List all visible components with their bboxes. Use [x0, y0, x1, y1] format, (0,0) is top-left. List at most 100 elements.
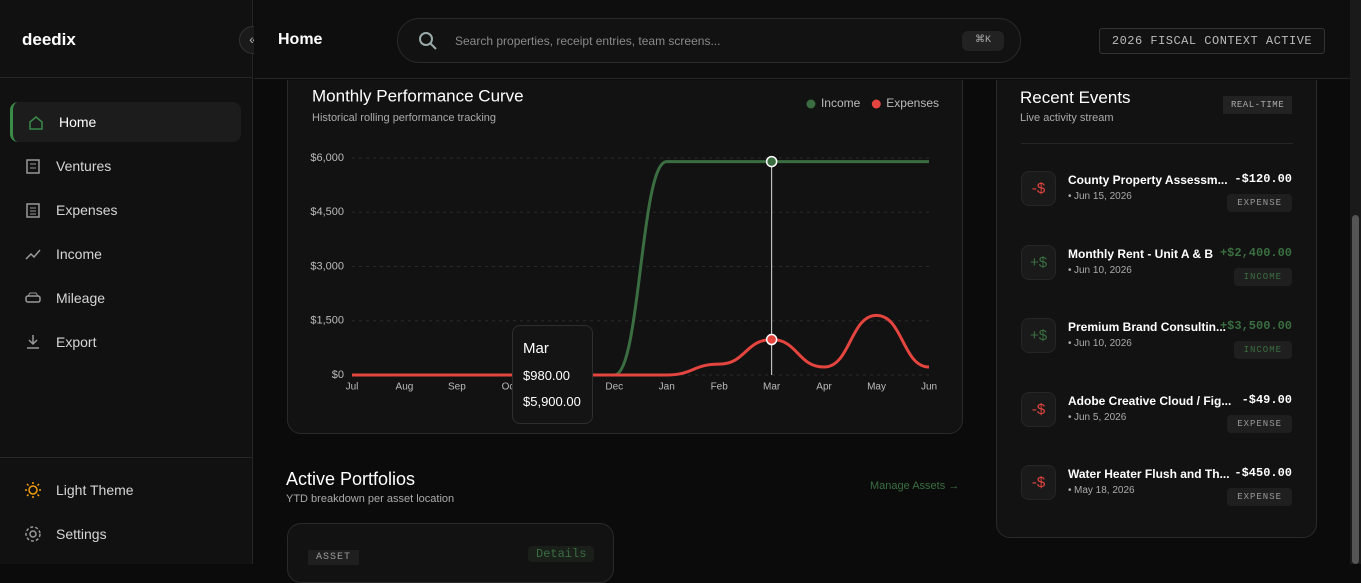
section-title: Active Portfolios — [286, 469, 416, 489]
tooltip-title: Mar — [523, 340, 549, 357]
nav-label: Light Theme — [56, 482, 134, 498]
event-amount: -$49.00 — [1241, 392, 1292, 407]
event-date: Jun 10, 2026 — [1074, 338, 1132, 349]
nav-icon — [25, 292, 41, 303]
tooltip-line: $5,900.00 — [523, 394, 581, 409]
x-tick-label: Jun — [921, 382, 937, 393]
search-icon — [419, 32, 437, 50]
header: Home Search properties, receipt entries,… — [254, 0, 1350, 79]
details-button[interactable]: Details — [528, 546, 595, 562]
nav-label: Mileage — [56, 290, 106, 306]
y-tick-label: $3,000 — [310, 260, 344, 272]
legend-dot — [871, 99, 881, 109]
section-subtitle: YTD breakdown per asset location — [286, 493, 455, 505]
x-tick-label: Mar — [763, 382, 781, 393]
context-badge: 2026 FISCAL CONTEXT ACTIVE — [1099, 28, 1325, 54]
x-tick-label: Jul — [346, 382, 359, 393]
nav-label: Income — [56, 246, 102, 262]
x-tick-label: Sep — [448, 382, 466, 393]
event-tag: INCOME — [1233, 267, 1292, 286]
nav-icon — [29, 116, 43, 130]
nav-icon — [25, 482, 41, 498]
nav-icon — [26, 203, 40, 218]
search-bar[interactable]: Search properties, receipt entries, team… — [397, 18, 1021, 63]
chart-title: Monthly Performance Curve — [312, 86, 524, 105]
nav-icon — [25, 526, 41, 542]
event-title: Adobe Creative Cloud / Fig... — [1068, 393, 1232, 408]
event-date: Jun 10, 2026 — [1074, 264, 1132, 276]
event-date: Jun 15, 2026 — [1074, 191, 1132, 202]
event-icon: -$ — [1021, 465, 1056, 500]
nav-item[interactable]: Expenses — [10, 190, 241, 230]
events-card: Recent Events Live activity stream REAL-… — [996, 80, 1317, 538]
events-title: Recent Events — [1020, 88, 1131, 107]
nav-item[interactable]: Light Theme — [10, 470, 241, 510]
search-placeholder: Search properties, receipt entries, team… — [455, 34, 721, 48]
legend-label: Income — [821, 96, 861, 110]
event-amount: +$2,400.00 — [1219, 245, 1292, 260]
bullet: • — [1068, 264, 1072, 276]
nav-icon — [26, 159, 40, 174]
tooltip: Mar $980.00 $5,900.00 — [512, 325, 593, 424]
x-tick-label: Oct — [502, 382, 518, 393]
scroll-thumb[interactable] — [1352, 215, 1359, 564]
event-icon: +$ — [1021, 318, 1056, 353]
nav-item[interactable]: Settings — [10, 514, 241, 554]
event-title: Monthly Rent - Unit A & B — [1068, 246, 1214, 261]
event-tag: EXPENSE — [1227, 414, 1292, 433]
series-line — [352, 313, 930, 377]
nav-icon — [25, 249, 41, 260]
event-title: County Property Assessm... — [1068, 173, 1228, 187]
logo: deedix — [22, 30, 76, 49]
event-amount: -$450.00 — [1234, 466, 1292, 480]
event-tag: INCOME — [1233, 341, 1292, 359]
event-amount: -$120.00 — [1234, 172, 1292, 186]
x-tick-label: Apr — [816, 382, 832, 393]
event-tag: EXPENSE — [1227, 194, 1292, 212]
x-tick-label: May — [867, 382, 886, 393]
x-tick-label: Feb — [711, 382, 729, 393]
manage-link[interactable]: Manage Assets → — [870, 480, 960, 492]
nav-label: Expenses — [56, 202, 118, 218]
realtime-badge: REAL-TIME — [1223, 96, 1293, 114]
bullet: • — [1068, 338, 1072, 349]
chart-card: Historical rolling performance tracking … — [287, 80, 963, 434]
nav-item[interactable]: Home — [10, 102, 241, 142]
nav-label: Export — [56, 334, 97, 350]
legend-dot — [806, 99, 816, 109]
chart-subtitle: Historical rolling performance tracking — [312, 112, 496, 124]
sidebar: deedix Home Ventures Expenses Income Mileage… — [0, 0, 253, 564]
divider — [1021, 143, 1293, 144]
nav-item[interactable]: Income — [10, 234, 241, 274]
event-title: Water Heater Flush and Th... — [1068, 467, 1230, 481]
y-tick-label: $6,000 — [310, 152, 344, 164]
shortcut: ⌘K — [962, 31, 1004, 51]
nav-label: Home — [59, 114, 97, 130]
tooltip-line: $980.00 — [523, 368, 570, 383]
event-icon: -$ — [1021, 391, 1056, 427]
nav-item[interactable]: Export — [10, 322, 241, 362]
y-tick-label: $0 — [332, 369, 344, 381]
scrollbar — [1350, 0, 1361, 564]
bullet: • — [1068, 191, 1072, 202]
events-subtitle: Live activity stream — [1020, 112, 1114, 124]
bullet: • — [1068, 411, 1072, 423]
x-tick-label: Aug — [396, 382, 414, 393]
page-title: Home — [278, 31, 323, 48]
divider — [0, 77, 253, 78]
event-amount: +$3,500.00 — [1219, 319, 1292, 333]
event-icon: +$ — [1021, 244, 1056, 280]
bullet: • — [1068, 485, 1072, 496]
nav-label: Ventures — [56, 158, 112, 174]
legend-label: Expenses — [886, 96, 939, 110]
nav-item[interactable]: Ventures — [10, 146, 241, 186]
hover-point — [765, 333, 778, 346]
y-tick-label: $4,500 — [310, 206, 344, 218]
nav-item[interactable]: Mileage — [10, 278, 241, 318]
event-icon: -$ — [1021, 171, 1056, 206]
portfolio-card: ASSET Details — [287, 523, 614, 583]
chart: Historical rolling performance tracking … — [310, 86, 939, 393]
nav-icon — [27, 335, 39, 349]
event-title: Premium Brand Consultin... — [1068, 320, 1227, 334]
